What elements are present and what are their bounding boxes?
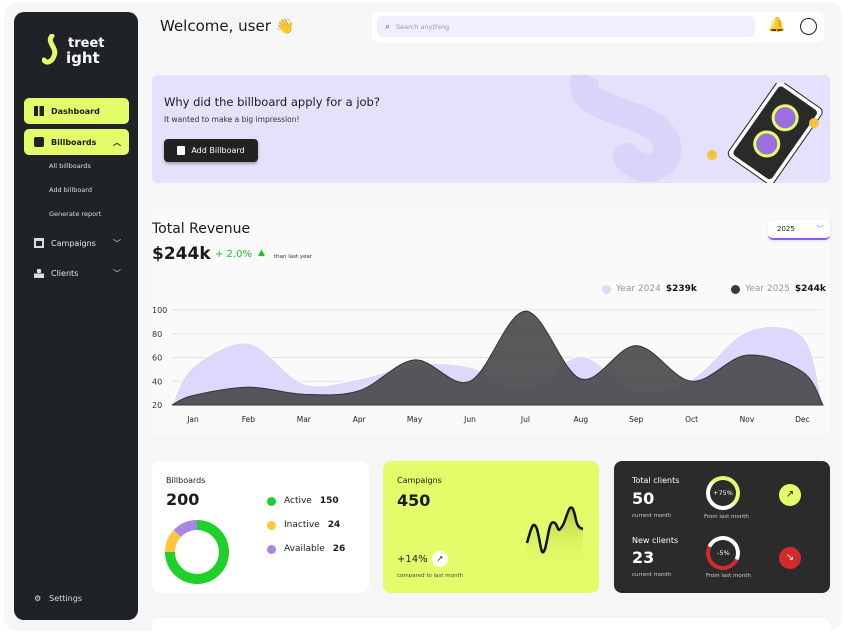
banner-title: Why did the billboard apply for a job? [164, 95, 380, 109]
legend-2025: Year 2025 $244k [731, 284, 826, 294]
new-clients-label: New clients [632, 536, 679, 545]
billboards-card: Billboards 200 Active 150 Inactive 24 Availa… [152, 461, 369, 593]
sidebar-item-clients[interactable]: Clients ﹀ [24, 260, 129, 286]
x-tick-label: Aug [573, 415, 588, 424]
triangle-up-icon: ▲ [258, 248, 265, 258]
donut-slice-active [165, 520, 229, 584]
legend-dot [267, 520, 276, 530]
svg-text:treet: treet [68, 36, 104, 51]
revenue-card: Total Revenue $244k + 2.0% ▲ than last y… [152, 208, 830, 435]
y-tick-label: 100 [152, 306, 167, 315]
user-icon [34, 268, 44, 278]
logo-watermark [570, 75, 682, 182]
profile-icon[interactable] [800, 18, 817, 35]
x-tick-label: Jun [463, 415, 476, 424]
total-clients-value: 50 [632, 489, 655, 508]
y-tick-label: 60 [152, 354, 162, 363]
logo: treet ight [42, 34, 104, 66]
campaigns-card: Campaigns 450 +14% ↗ compared to last mo… [383, 461, 599, 593]
settings-link[interactable]: ⚙ Settings [34, 594, 82, 603]
total-clients-label: Total clients [632, 476, 680, 485]
y-tick-label: 80 [152, 330, 162, 339]
total-clients-from: From last month [704, 514, 749, 520]
billboard-mascot-illustration [707, 83, 823, 183]
bell-icon[interactable]: 🔔 [768, 17, 786, 33]
new-clients-from: From last month [706, 573, 751, 579]
billboard-icon [177, 146, 186, 155]
search-icon: ⌕ [385, 21, 391, 32]
x-tick-label: Dec [795, 415, 810, 424]
sidebar: treet ight Dashboard Billboards ︿ All bil… [14, 12, 138, 620]
trend-up-icon: ↗ [432, 551, 448, 567]
total-clients-note: current month [632, 513, 672, 519]
revenue-chart: 20 40 60 80 100 Jan Feb Mar Apr May Jun Jul Aug Sep Oc… [152, 306, 824, 424]
svg-text:ight: ight [66, 49, 100, 66]
banner-subtitle: It wanted to make a big impression! [164, 115, 300, 124]
new-clients-value: 23 [632, 548, 655, 567]
billboard-icon [34, 137, 44, 147]
billboards-donut [165, 520, 229, 584]
search-input[interactable]: ⌕ Search anything [377, 16, 755, 37]
chevron-down-icon: ﹀ [816, 225, 824, 233]
next-card [152, 618, 830, 638]
billboards-title: Billboards [166, 476, 206, 485]
x-tick-label: Sep [629, 415, 643, 424]
x-tick-label: Mar [297, 415, 312, 424]
revenue-title: Total Revenue [152, 221, 251, 237]
campaigns-note: compared to last month [397, 573, 464, 579]
legend-dot [267, 496, 276, 506]
clients-card: Total clients 50 current month +75% From… [614, 461, 830, 593]
legend-active: Active 150 [267, 496, 339, 506]
chevron-down-icon: ﹀ [113, 268, 121, 278]
x-tick-label: Jan [186, 415, 199, 424]
donut-slice-inactive [165, 530, 182, 553]
new-clients-ring: -5% [701, 531, 745, 575]
calendar-icon [34, 238, 44, 248]
new-clients-note: current month [632, 572, 672, 578]
trend-up-icon: ↗ [779, 484, 801, 506]
add-billboard-button[interactable]: Add Billboard [164, 139, 258, 162]
x-tick-label: Nov [740, 415, 755, 424]
legend-dot [731, 284, 740, 294]
welcome-heading: Welcome, user 👋 [160, 17, 295, 35]
joke-banner: Why did the billboard apply for a job? I… [152, 75, 830, 183]
area-series-1 [171, 310, 824, 406]
total-clients-ring: +75% [706, 476, 740, 510]
revenue-amount: $244k [152, 244, 211, 264]
year-select[interactable]: 2025 ﹀ [768, 220, 830, 240]
sidebar-subitem-generate-report[interactable]: Generate report [49, 210, 102, 218]
campaigns-total: 450 [397, 491, 431, 510]
x-tick-label: Feb [242, 415, 256, 424]
campaigns-title: Campaigns [397, 476, 442, 485]
campaigns-change: +14% [397, 554, 428, 565]
x-tick-label: May [407, 415, 423, 424]
x-tick-label: Apr [353, 415, 367, 424]
trend-down-icon: ↘ [779, 547, 801, 569]
y-tick-label: 40 [152, 377, 162, 386]
x-tick-label: Oct [685, 415, 698, 424]
dashboard-icon [34, 106, 44, 116]
donut-slice-available [173, 520, 198, 538]
campaigns-sparkline [525, 506, 584, 571]
legend-dot [602, 284, 611, 294]
chevron-down-icon: ﹀ [113, 238, 121, 248]
y-tick-label: 20 [152, 401, 162, 410]
legend-inactive: Inactive 24 [267, 520, 340, 530]
sidebar-item-billboards[interactable]: Billboards ︿ [24, 129, 129, 155]
revenue-change: + 2.0% [215, 249, 252, 260]
chevron-up-icon: ︿ [113, 137, 121, 147]
legend-2024: Year 2024 $239k [602, 284, 697, 294]
sidebar-subitem-add-billboard[interactable]: Add billboard [49, 186, 92, 194]
sidebar-subitem-all-billboards[interactable]: All billboards [49, 162, 91, 170]
gear-icon: ⚙ [34, 594, 42, 603]
sidebar-item-campaigns[interactable]: Campaigns ﹀ [24, 230, 129, 256]
top-bar: ⌕ Search anything 🔔 [372, 12, 824, 42]
billboards-total: 200 [166, 490, 200, 509]
revenue-change-note: than last year [274, 254, 313, 260]
legend-dot [267, 544, 276, 554]
sidebar-item-dashboard[interactable]: Dashboard [24, 98, 129, 124]
x-tick-label: Jul [520, 415, 530, 424]
legend-available: Available 26 [267, 544, 345, 554]
